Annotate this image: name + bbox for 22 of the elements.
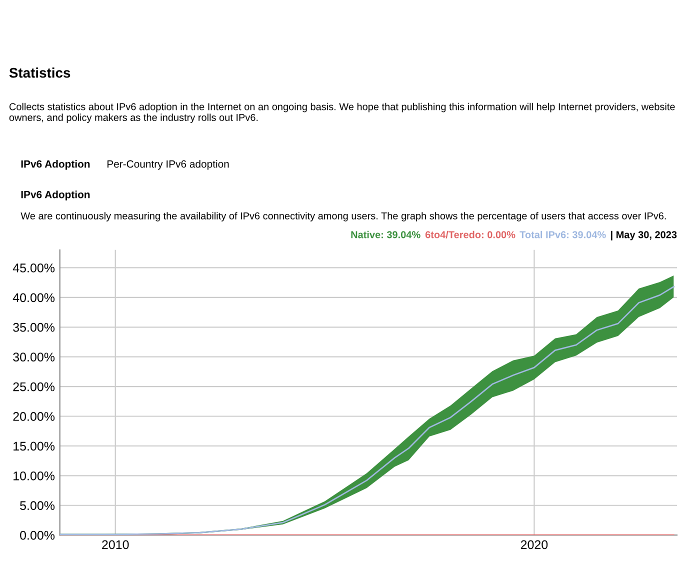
text: Collects statistics about IPv6 adoption in the Internet on an ongoing basis. We hope that publishing this information will help Internet providers, website owners, and policy makers as the industry rolls out IPv6. bbox=[9, 102, 675, 123]
y-tick-label: 10.00% bbox=[14, 471, 55, 480]
text: IPv6 Adoption bbox=[21, 160, 90, 170]
x-tick-label: 2010 bbox=[102, 540, 129, 550]
chart-title: Statistics bbox=[9, 68, 70, 78]
text: | May 30, 2023 bbox=[611, 230, 677, 240]
y-tick-label: 15.00% bbox=[14, 442, 55, 451]
y-tick-label: 45.00% bbox=[12, 264, 55, 272]
text: Native: 39.04% bbox=[351, 230, 420, 238]
y-tick-label: 30.00% bbox=[13, 352, 55, 362]
y-tick-label: 40.00% bbox=[12, 293, 55, 302]
x-tick-label: 2020 bbox=[520, 540, 548, 550]
chart-subtitle: IPv6 Adoption bbox=[21, 190, 90, 200]
y-tick-label: 25.00% bbox=[13, 382, 55, 392]
y-tick-label: 20.00% bbox=[13, 412, 55, 421]
text: 6to4/Teredo: 0.00% bbox=[425, 230, 516, 238]
text: Total IPv6: 39.04% bbox=[520, 230, 606, 238]
y-tick-label: 0.00% bbox=[20, 530, 55, 540]
y-tick-label: 35.00% bbox=[13, 322, 55, 332]
y-tick-label: 5.00% bbox=[20, 501, 55, 510]
text: We are continuously measuring the availability of IPv6 connectivity among users. The graph shows the percentage of users that access over IPv6. bbox=[20, 212, 666, 222]
text: Per-Country IPv6 adoption bbox=[107, 160, 229, 170]
